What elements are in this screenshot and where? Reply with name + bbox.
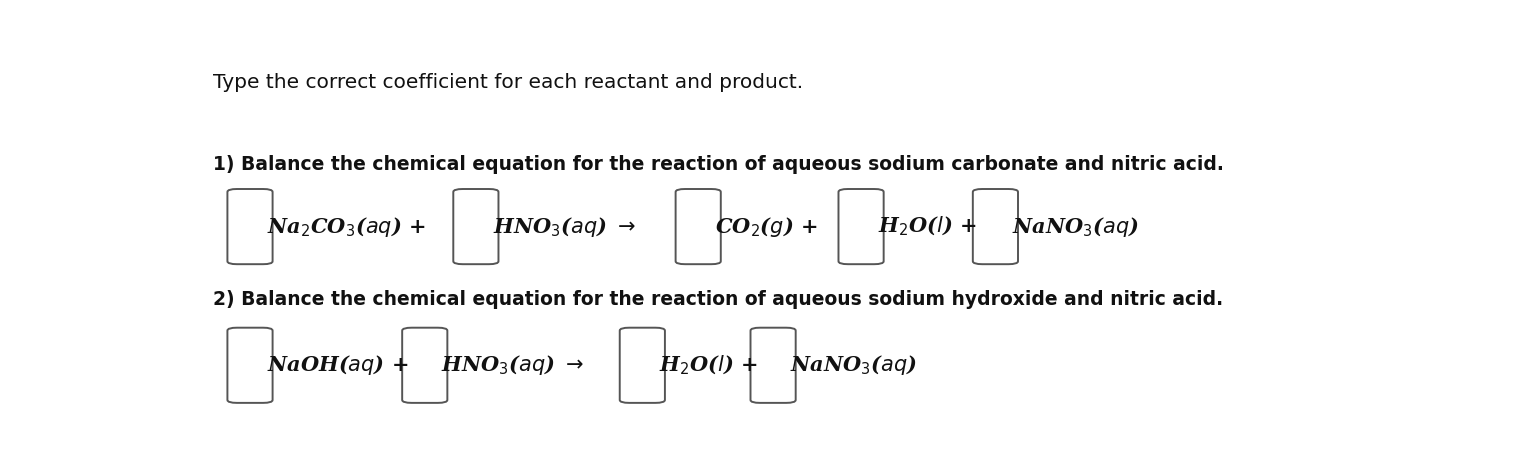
FancyBboxPatch shape <box>839 189 884 264</box>
FancyBboxPatch shape <box>454 189 499 264</box>
Text: Na$_2$CO$_3$($aq$) +: Na$_2$CO$_3$($aq$) + <box>267 215 425 238</box>
Text: Type the correct coefficient for each reactant and product.: Type the correct coefficient for each re… <box>213 73 804 92</box>
FancyBboxPatch shape <box>675 189 721 264</box>
Text: NaNO$_3$($aq$): NaNO$_3$($aq$) <box>790 353 917 377</box>
FancyBboxPatch shape <box>227 328 273 403</box>
Text: H$_2$O($l$) +: H$_2$O($l$) + <box>660 354 758 377</box>
Text: HNO$_3$($aq$) $\rightarrow$: HNO$_3$($aq$) $\rightarrow$ <box>442 353 584 377</box>
FancyBboxPatch shape <box>750 328 796 403</box>
Text: CO$_2$($g$) +: CO$_2$($g$) + <box>715 215 818 238</box>
Text: 2) Balance the chemical equation for the reaction of aqueous sodium hydroxide an: 2) Balance the chemical equation for the… <box>213 291 1223 310</box>
FancyBboxPatch shape <box>973 189 1019 264</box>
Text: HNO$_3$($aq$) $\rightarrow$: HNO$_3$($aq$) $\rightarrow$ <box>492 215 635 238</box>
FancyBboxPatch shape <box>620 328 664 403</box>
Text: H$_2$O($l$) +: H$_2$O($l$) + <box>877 215 976 238</box>
FancyBboxPatch shape <box>402 328 448 403</box>
FancyBboxPatch shape <box>227 189 273 264</box>
Text: NaNO$_3$($aq$): NaNO$_3$($aq$) <box>1012 215 1140 238</box>
Text: 1) Balance the chemical equation for the reaction of aqueous sodium carbonate an: 1) Balance the chemical equation for the… <box>213 155 1224 174</box>
Text: NaOH($aq$) +: NaOH($aq$) + <box>267 353 408 377</box>
